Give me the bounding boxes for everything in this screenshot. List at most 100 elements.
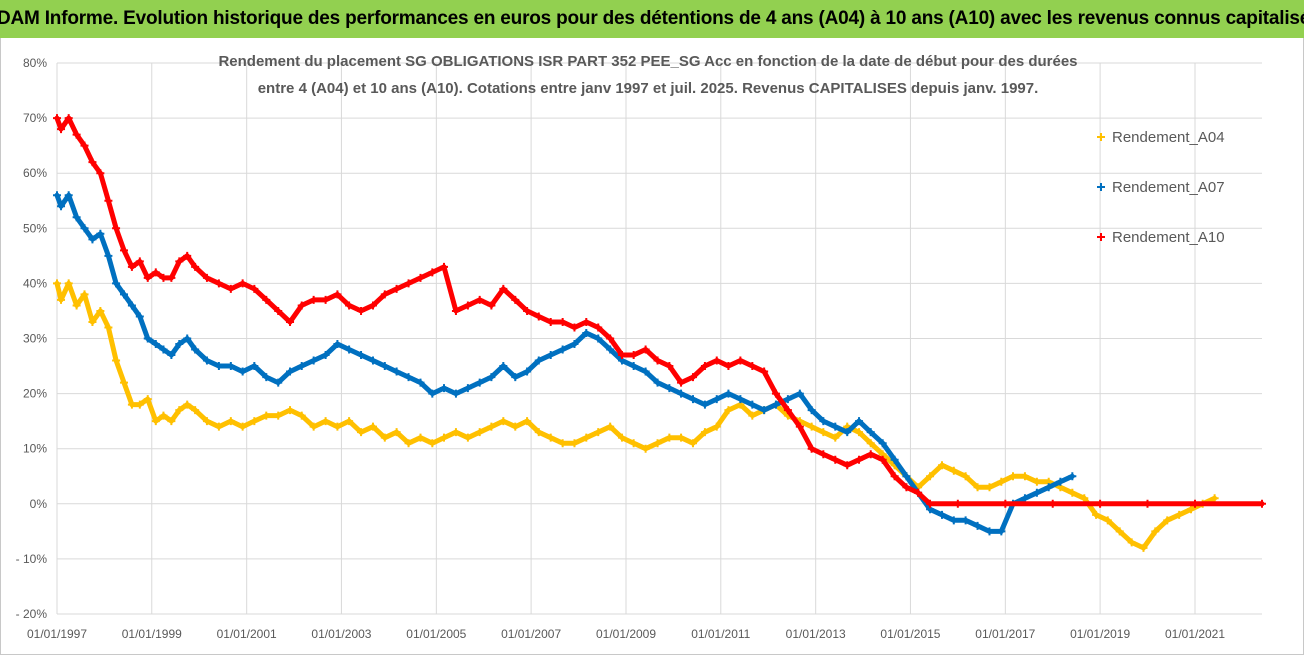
data-point <box>238 279 247 288</box>
data-point <box>748 400 757 409</box>
data-point <box>1080 494 1089 503</box>
data-point <box>143 273 152 282</box>
data-point <box>902 483 911 492</box>
data-point <box>997 477 1006 486</box>
data-point <box>72 130 81 139</box>
data-point <box>700 400 709 409</box>
data-point <box>1048 499 1057 508</box>
data-point <box>617 433 626 442</box>
data-point <box>855 428 864 437</box>
data-point <box>1092 510 1101 519</box>
data-point <box>135 312 144 321</box>
data-point <box>866 439 875 448</box>
data-point <box>523 417 532 426</box>
data-point <box>712 422 721 431</box>
data-point <box>1258 499 1266 508</box>
data-point <box>439 262 448 271</box>
data-point <box>112 356 121 365</box>
legend-label: Rendement_A10 <box>1112 229 1225 246</box>
data-point <box>1096 499 1105 508</box>
data-point <box>262 411 271 420</box>
data-point <box>511 373 520 382</box>
data-point <box>1068 488 1077 497</box>
data-point <box>428 439 437 448</box>
data-point <box>594 323 603 332</box>
data-point <box>250 284 259 293</box>
data-point <box>183 334 192 343</box>
data-point <box>392 284 401 293</box>
data-point <box>392 428 401 437</box>
data-point <box>1020 494 1029 503</box>
data-point <box>1103 516 1112 525</box>
data-point <box>1186 505 1195 514</box>
data-point <box>167 273 176 282</box>
data-point <box>202 417 211 426</box>
data-point <box>96 169 105 178</box>
data-point <box>724 406 733 415</box>
data-point <box>511 422 520 431</box>
data-point <box>127 400 136 409</box>
x-tick-label: 01/01/2007 <box>501 627 561 641</box>
data-point <box>807 422 816 431</box>
data-point <box>1009 472 1017 481</box>
data-point <box>238 422 247 431</box>
data-point <box>159 345 168 354</box>
data-point <box>866 450 875 459</box>
data-point <box>357 306 366 315</box>
data-point <box>582 328 591 337</box>
data-point <box>345 301 354 310</box>
data-point <box>665 433 674 442</box>
data-point <box>159 273 168 282</box>
data-point <box>1056 477 1065 486</box>
data-point <box>807 444 816 453</box>
data-point <box>487 373 496 382</box>
data-point <box>855 417 864 426</box>
x-tick-label: 01/01/1997 <box>27 627 87 641</box>
data-point <box>641 367 650 376</box>
data-point <box>80 290 89 299</box>
data-point <box>1139 543 1148 552</box>
data-point <box>286 406 295 415</box>
data-point <box>368 301 377 310</box>
data-point <box>606 345 615 354</box>
data-point <box>831 433 840 442</box>
data-point <box>53 191 61 200</box>
x-axis-ticks: 01/01/1997 01/01/1999 01/01/2001 01/01/2003… <box>27 627 1225 641</box>
data-point <box>119 378 128 387</box>
data-point <box>487 301 496 310</box>
x-tick-label: 01/01/2001 <box>217 627 277 641</box>
data-point <box>606 334 615 343</box>
data-point <box>937 461 946 470</box>
data-series <box>53 114 1266 552</box>
data-point <box>380 362 389 371</box>
data-point <box>104 251 113 260</box>
data-point <box>112 279 121 288</box>
grid-lines <box>56 62 1262 615</box>
x-tick-label: 01/01/2003 <box>311 627 371 641</box>
data-point <box>333 290 342 299</box>
data-point <box>64 279 73 288</box>
data-point <box>523 306 532 315</box>
data-point <box>463 301 472 310</box>
data-point <box>641 444 650 453</box>
data-point <box>143 334 152 343</box>
data-point <box>380 290 389 299</box>
data-point <box>80 141 89 150</box>
data-point <box>297 362 306 371</box>
data-point <box>183 251 192 260</box>
data-point <box>214 362 223 371</box>
data-point <box>72 301 81 310</box>
data-point <box>736 395 745 404</box>
data-point <box>416 273 425 282</box>
data-point <box>127 262 136 271</box>
chart-title-line-1: Rendement du placement SG OBLIGATIONS IS… <box>218 53 1077 70</box>
data-point <box>677 389 686 398</box>
data-point <box>238 367 247 376</box>
data-point <box>546 317 555 326</box>
data-point <box>416 433 425 442</box>
legend-item: Rendement_A10 <box>1097 229 1225 246</box>
legend-label: Rendement_A04 <box>1112 129 1225 146</box>
series-trace <box>54 115 1265 507</box>
y-tick-label: 50% <box>23 221 47 235</box>
